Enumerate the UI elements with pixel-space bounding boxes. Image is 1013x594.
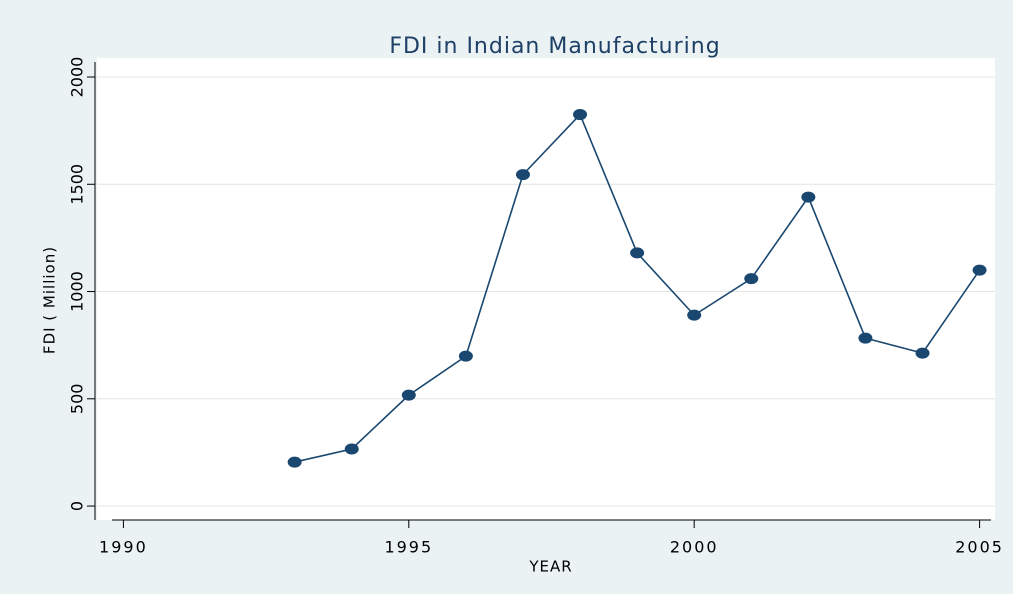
x-tick-label: 2000	[670, 538, 719, 557]
data-point	[573, 109, 588, 121]
x-tick-label: 1990	[99, 538, 148, 557]
data-point	[458, 350, 473, 362]
y-tick-label: 500	[68, 384, 87, 415]
y-tick-label: 2000	[68, 57, 87, 98]
data-point	[344, 443, 359, 455]
data-point	[401, 389, 416, 401]
x-axis-title: YEAR	[528, 558, 572, 576]
x-tick-label: 1995	[384, 538, 433, 557]
data-point	[858, 332, 873, 344]
y-tick-label: 1000	[68, 271, 87, 312]
plot-area	[97, 58, 995, 520]
x-tick-label: 2005	[955, 538, 1004, 557]
data-point	[515, 169, 530, 181]
data-point	[687, 309, 702, 321]
data-point	[744, 273, 759, 285]
data-point	[801, 191, 816, 203]
y-tick-label: 0	[68, 501, 87, 511]
y-axis-title: FDI ( Million)	[41, 246, 59, 354]
y-tick-label: 1500	[68, 164, 87, 205]
chart-title: FDI in Indian Manufacturing	[389, 34, 720, 59]
data-point	[915, 347, 930, 359]
data-point	[287, 456, 302, 468]
data-point	[972, 264, 987, 276]
data-point	[630, 247, 645, 259]
